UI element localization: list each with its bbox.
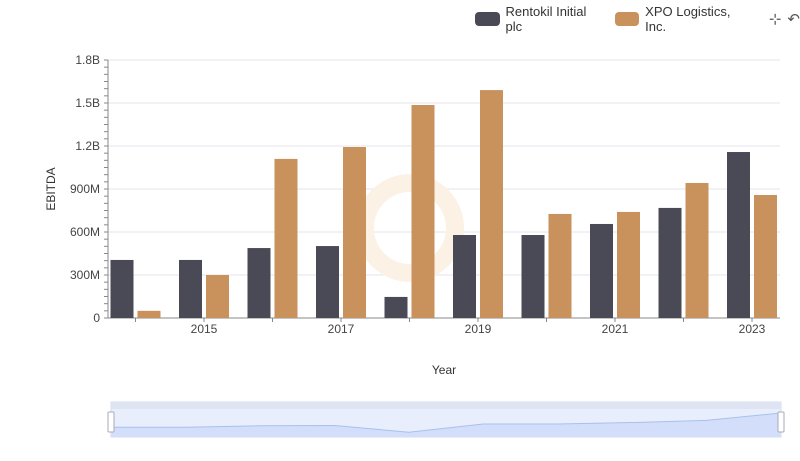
x-tick-label: 2023 [739,322,766,336]
bar-rentokil-2021[interactable] [590,223,613,318]
legend-label: XPO Logistics, Inc. [645,4,731,34]
bar-xpo-2019[interactable] [480,90,503,318]
bar-xpo-2017[interactable] [343,147,366,318]
legend-swatch [614,12,640,26]
data-zoom-area [111,413,781,437]
bar-rentokil-2016[interactable] [247,248,271,318]
y-tick-label: 600M [70,225,100,239]
x-axis-title: Year [432,363,456,377]
bar-xpo-2022[interactable] [685,182,709,318]
data-zoom-left-handle[interactable] [107,411,115,433]
legend-item-xpo[interactable]: XPO Logistics, Inc. [614,4,753,34]
legend-item-rentokil[interactable]: Rentokil Initial plc [475,4,605,34]
x-tick-label: 2019 [465,322,492,336]
y-axis-title: EBITDA [44,167,58,210]
legend-swatch [475,12,500,26]
bar-rentokil-2020[interactable] [521,235,545,318]
bar-xpo-2023[interactable] [754,195,777,318]
bar-xpo-2016[interactable] [274,158,298,318]
bar-rentokil-2017[interactable] [316,246,339,318]
y-tick-label: 900M [70,182,100,196]
bar-xpo-2021[interactable] [617,211,640,318]
watermark-logo [356,174,464,282]
bar-rentokil-2015[interactable] [179,259,202,318]
y-tick-label: 1.2B [75,139,100,153]
data-zoom-handle-bar[interactable] [111,402,781,409]
bar-rentokil-2023[interactable] [727,152,750,318]
bar-rentokil-2018[interactable] [384,296,408,318]
x-tick-label: 2017 [328,322,355,336]
x-tick-label: 2015 [191,322,218,336]
bar-xpo-2014[interactable] [137,310,161,318]
bar-xpo-2015[interactable] [206,275,229,318]
x-tick-label: 2021 [602,322,629,336]
bar-xpo-2018[interactable] [411,105,435,318]
bar-rentokil-2019[interactable] [453,235,476,318]
bar-xpo-2020[interactable] [548,213,572,318]
zoom-select-icon[interactable]: ⊹ [768,11,782,28]
y-tick-label: 1.8B [75,53,100,67]
data-zoom-line [111,412,782,433]
y-tick-label: 300M [70,268,100,282]
y-tick-label: 1.5B [75,96,100,110]
legend: Rentokil Initial plc XPO Logistics, Inc.… [475,4,800,34]
y-tick-label: 0 [93,311,100,325]
restore-icon[interactable]: ↶ [787,11,800,28]
bar-rentokil-2014[interactable] [110,259,134,318]
legend-label: Rentokil Initial plc [505,4,587,34]
data-zoom-right-handle[interactable] [777,411,785,433]
bar-rentokil-2022[interactable] [658,207,682,318]
